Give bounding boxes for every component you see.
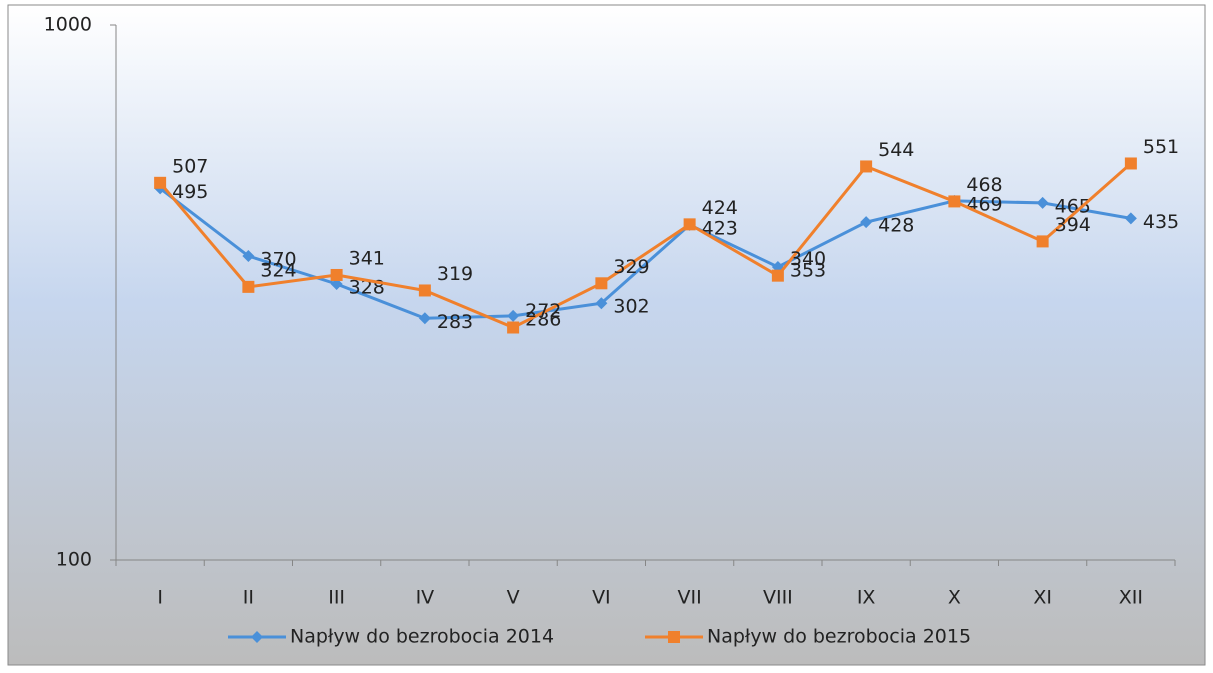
data-label: 353: [790, 259, 826, 281]
x-tick-label: XII: [1119, 587, 1143, 609]
data-label: 341: [349, 247, 385, 269]
data-label: 272: [525, 300, 561, 322]
x-tick-label: VII: [678, 587, 702, 609]
marker: [595, 277, 608, 290]
x-tick-label: VI: [592, 587, 611, 609]
data-label: 283: [437, 311, 473, 333]
data-label: 469: [966, 193, 1002, 215]
data-label: 468: [966, 174, 1002, 196]
data-label: 370: [260, 249, 296, 271]
data-label: 319: [437, 263, 473, 285]
data-label: 286: [525, 308, 561, 330]
x-tick-label: VIII: [763, 587, 793, 609]
marker: [683, 218, 696, 231]
data-label: 302: [613, 296, 649, 318]
marker: [507, 321, 520, 334]
x-tick-label: IV: [416, 587, 435, 609]
y-tick-label: 100: [56, 549, 92, 571]
chart-background: [7, 4, 1206, 666]
y-tick-label: 1000: [44, 14, 92, 36]
data-label: 544: [878, 139, 914, 161]
marker: [771, 269, 784, 282]
marker: [1036, 235, 1049, 248]
data-label: 435: [1143, 211, 1179, 233]
series-line: [159, 187, 1132, 320]
marker: [1124, 157, 1137, 170]
x-tick-label: V: [507, 587, 520, 609]
data-label: 465: [1055, 195, 1091, 217]
marker: [507, 309, 520, 322]
marker: [860, 216, 873, 229]
x-tick-label: XI: [1033, 587, 1052, 609]
marker: [242, 250, 255, 263]
marker: [1036, 196, 1049, 209]
marker: [595, 297, 608, 310]
data-label: 394: [1055, 214, 1091, 236]
marker: [860, 160, 873, 173]
x-tick-label: IX: [857, 587, 876, 609]
data-label: 495: [172, 181, 208, 203]
marker: [330, 268, 343, 281]
legend-label: Napływ do bezrobocia 2015: [707, 626, 971, 648]
data-label: 324: [260, 259, 296, 281]
series-line: [158, 162, 1132, 330]
marker: [418, 284, 431, 297]
marker: [948, 195, 961, 208]
x-tick-label: II: [243, 587, 254, 609]
marker: [668, 631, 680, 643]
data-label: 340: [790, 248, 826, 270]
marker: [154, 176, 167, 189]
x-tick-label: X: [948, 587, 961, 609]
data-label: 428: [878, 215, 914, 237]
x-tick-label: I: [157, 587, 163, 609]
marker: [330, 278, 343, 291]
marker: [418, 312, 431, 325]
legend-label: Napływ do bezrobocia 2014: [290, 626, 554, 648]
x-tick-label: III: [328, 587, 345, 609]
marker: [1124, 212, 1137, 225]
data-label: 551: [1143, 136, 1179, 158]
data-label: 423: [702, 217, 738, 239]
data-label: 329: [613, 256, 649, 278]
data-label: 507: [172, 155, 208, 177]
marker: [251, 631, 263, 643]
marker: [242, 280, 255, 293]
data-label: 424: [702, 197, 738, 219]
